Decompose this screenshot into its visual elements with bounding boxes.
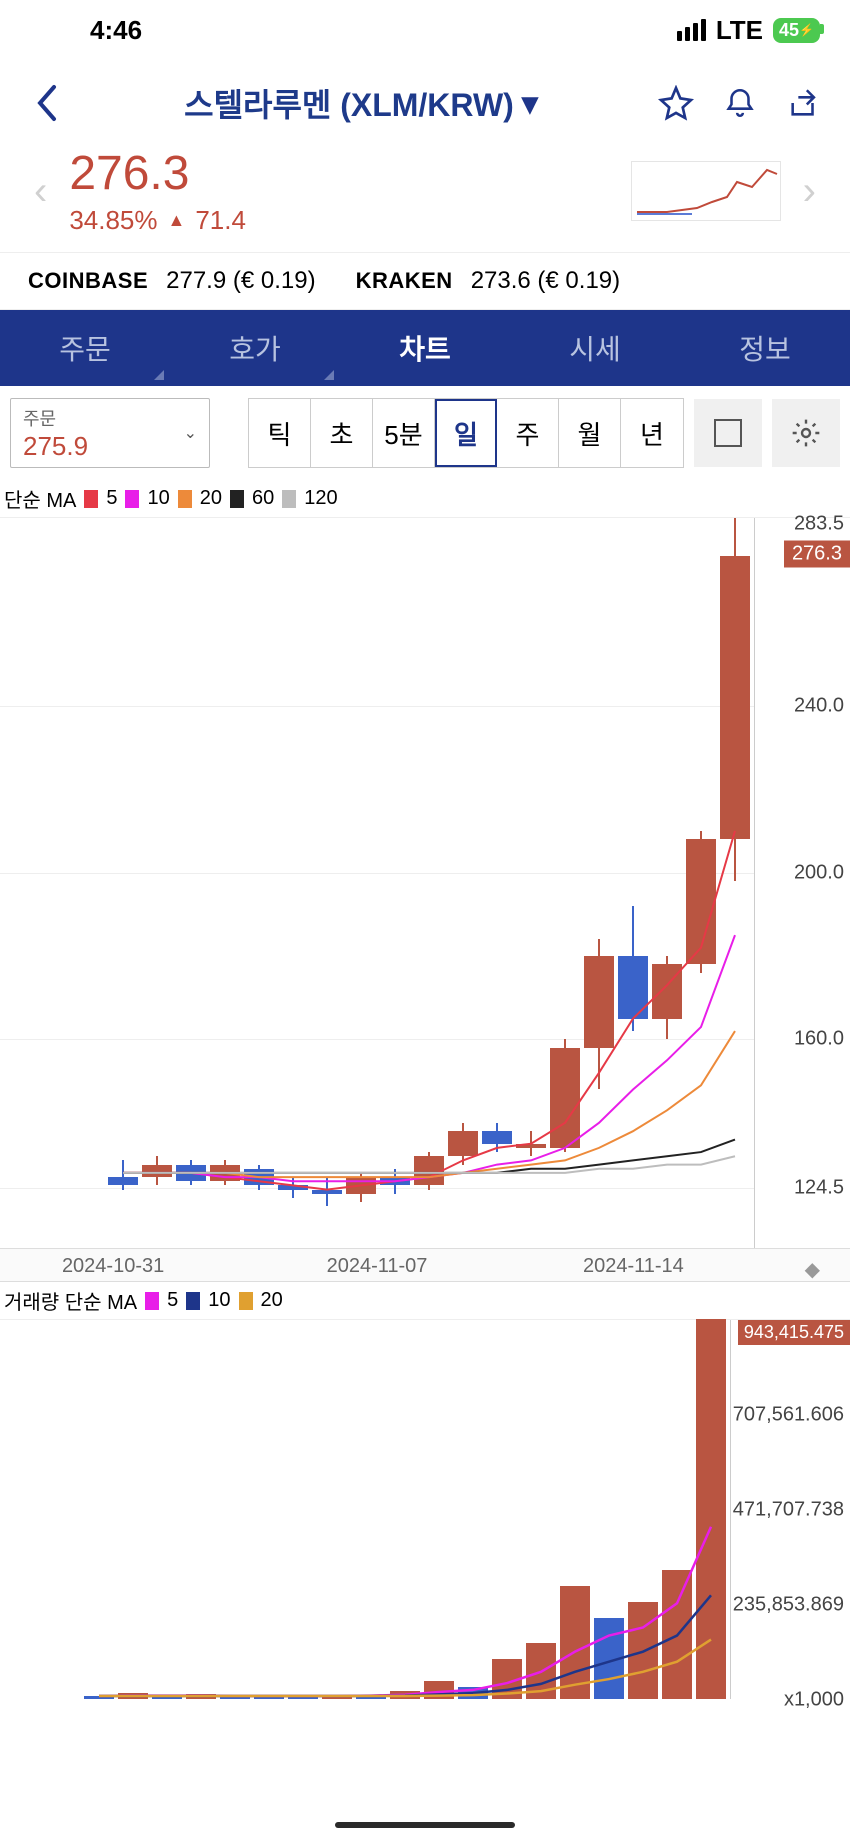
volume-chart[interactable]: 943,415.475 707,561.606 471,707.738 235,853… <box>0 1319 850 1699</box>
timeframe-월[interactable]: 월 <box>559 399 621 467</box>
timeframe-일[interactable]: 일 <box>435 399 497 467</box>
exchange-bar: COINBASE 277.9 (€ 0.19) KRAKEN 273.6 (€ … <box>0 252 850 310</box>
tab-시세[interactable]: 시세 <box>510 310 680 386</box>
tab-호가[interactable]: 호가 <box>170 310 340 386</box>
order-label: 주문 <box>23 405 88 431</box>
timeframe-틱[interactable]: 틱 <box>249 399 311 467</box>
vol-y-tick: x1,000 <box>784 1689 844 1712</box>
exchange-name: COINBASE <box>28 268 148 294</box>
share-button[interactable] <box>782 81 826 125</box>
fullscreen-button[interactable] <box>694 399 762 467</box>
price-chart[interactable]: 124.5160.0200.0240.0283.5276.3 <box>0 518 850 1248</box>
timeframe-5분[interactable]: 5분 <box>373 399 435 467</box>
exchange-value: 277.9 (€ 0.19) <box>166 267 315 295</box>
exchange-name: KRAKEN <box>356 268 453 294</box>
ma-swatch <box>84 490 98 508</box>
date-tick: 2024-11-07 <box>327 1255 428 1278</box>
last-price: 276.3 <box>69 146 614 201</box>
ma-swatch <box>282 490 296 508</box>
order-dropdown[interactable]: 주문 275.9 ⌄ <box>10 398 210 468</box>
vol-ma-swatch <box>239 1292 253 1310</box>
tab-정보[interactable]: 정보 <box>680 310 850 386</box>
home-indicator[interactable] <box>335 1822 515 1828</box>
timeframe-주[interactable]: 주 <box>497 399 559 467</box>
signal-icon <box>677 19 706 41</box>
timeframe-group: 틱초5분일주월년 <box>248 398 684 468</box>
exchange-item: COINBASE 277.9 (€ 0.19) <box>28 267 316 295</box>
network-label: LTE <box>716 15 763 46</box>
status-bar: 4:46 LTE 45⚡ <box>0 0 850 60</box>
settings-button[interactable] <box>772 399 840 467</box>
sort-icon[interactable]: ◆ <box>805 1257 820 1282</box>
favorite-button[interactable] <box>654 81 698 125</box>
prev-pair-button[interactable]: ‹ <box>28 169 53 214</box>
change-absolute: 71.4 <box>195 205 246 236</box>
y-tick: 200.0 <box>794 861 844 884</box>
chart-toolbar: 주문 275.9 ⌄ 틱초5분일주월년 <box>0 386 850 480</box>
sparkline-thumb[interactable] <box>631 161 781 221</box>
vol-y-tick: 471,707.738 <box>733 1499 844 1522</box>
vol-y-tick: 235,853.869 <box>733 1594 844 1617</box>
date-tick: 2024-11-14 <box>583 1255 684 1278</box>
vol-ma-swatch <box>186 1292 200 1310</box>
y-tick: 283.5 <box>794 513 844 536</box>
bell-button[interactable] <box>718 81 762 125</box>
battery-icon: 45⚡ <box>773 18 820 43</box>
date-axis: ◆ 2024-10-31 2024-11-07 2024-11-14 <box>0 1248 850 1282</box>
vol-y-tick: 707,561.606 <box>733 1404 844 1427</box>
ma-swatch <box>230 490 244 508</box>
price-section: ‹ 276.3 34.85% ▲ 71.4 › <box>0 138 850 252</box>
top-nav: 스텔라루멘 (XLM/KRW) ▾ <box>0 60 850 138</box>
y-tick: 160.0 <box>794 1028 844 1051</box>
order-value: 275.9 <box>23 431 88 462</box>
status-right: LTE 45⚡ <box>677 15 820 46</box>
ma-legend: 단순 MA5102060120 <box>0 480 850 518</box>
next-pair-button[interactable]: › <box>797 169 822 214</box>
date-tick: 2024-10-31 <box>62 1255 164 1278</box>
dropdown-icon: ▾ <box>522 84 538 122</box>
current-price-tag: 276.3 <box>784 541 850 568</box>
ma-swatch <box>178 490 192 508</box>
status-time: 4:46 <box>90 15 142 46</box>
exchange-item: KRAKEN 273.6 (€ 0.19) <box>356 267 621 295</box>
change-percent: 34.85% <box>69 205 157 236</box>
tab-차트[interactable]: 차트 <box>340 310 510 386</box>
timeframe-년[interactable]: 년 <box>621 399 683 467</box>
y-tick: 124.5 <box>794 1176 844 1199</box>
exchange-value: 273.6 (€ 0.19) <box>471 267 620 295</box>
volume-tag: 943,415.475 <box>738 1320 850 1345</box>
pair-title[interactable]: 스텔라루멘 (XLM/KRW) ▾ <box>88 80 634 126</box>
ma-swatch <box>125 490 139 508</box>
back-button[interactable] <box>24 81 68 125</box>
chevron-down-icon: ⌄ <box>184 423 197 443</box>
tab-주문[interactable]: 주문 <box>0 310 170 386</box>
main-tabs: 주문호가차트시세정보 <box>0 310 850 386</box>
up-triangle-icon: ▲ <box>168 210 186 231</box>
volume-legend: 거래량 단순 MA51020 <box>0 1282 850 1319</box>
timeframe-초[interactable]: 초 <box>311 399 373 467</box>
vol-ma-swatch <box>145 1292 159 1310</box>
y-tick: 240.0 <box>794 694 844 717</box>
